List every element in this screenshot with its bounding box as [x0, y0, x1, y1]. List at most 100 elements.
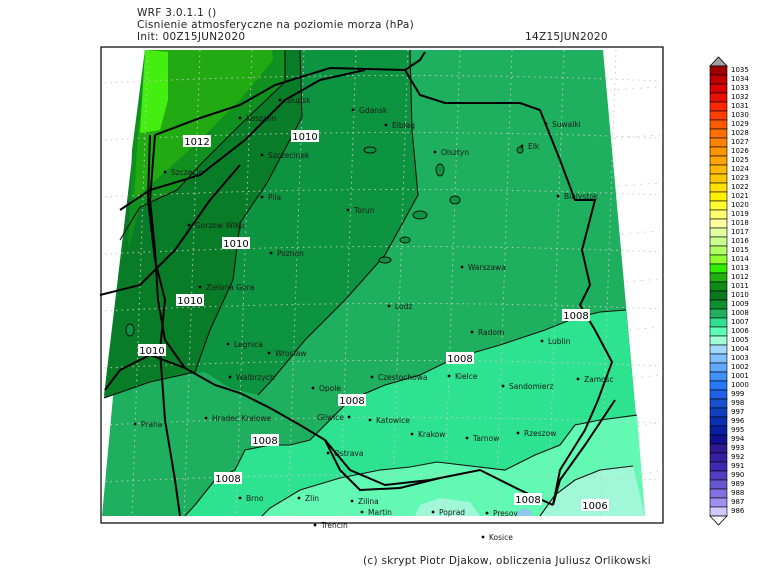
city-label: Martin [368, 508, 392, 517]
legend-label: 1022 [731, 183, 749, 191]
legend-swatch [709, 353, 728, 364]
legend-label: 1019 [731, 210, 749, 218]
city-label: Wroclaw [275, 349, 307, 358]
city-dot-icon [163, 170, 167, 174]
longitude-line [495, 49, 513, 519]
city-label: Kosice [489, 533, 513, 542]
city-label: Brno [246, 494, 264, 503]
city-elk: Elk [520, 142, 540, 151]
legend-swatch [709, 380, 728, 391]
isobar-island [412, 210, 428, 220]
country-border [146, 134, 181, 517]
legend-label: 1017 [731, 228, 749, 236]
legend-swatch [709, 164, 728, 175]
legend-label: 1008 [731, 309, 749, 317]
city-poznan: Poznan [269, 249, 304, 258]
country-border [148, 134, 554, 506]
latitude-line [104, 473, 661, 483]
city-dot-icon [410, 432, 414, 436]
legend-label: 998 [731, 399, 744, 407]
city-dot-icon [346, 208, 350, 212]
legend-label: 1009 [731, 300, 749, 308]
city-dot-icon [501, 384, 505, 388]
city-dot-icon [326, 451, 330, 455]
isobar-label-bg [562, 309, 590, 321]
legend-label: 990 [731, 471, 744, 479]
city-label: Krakow [418, 430, 445, 439]
legend-swatch [709, 398, 728, 409]
isobar-label: 1008 [251, 434, 279, 447]
city-dot-icon [516, 431, 520, 435]
city-label: Walbrzych [236, 373, 275, 382]
city-brno: Brno [238, 494, 264, 503]
legend-swatch [709, 218, 728, 229]
city-dot-icon [576, 377, 580, 381]
isobar-value: 1010 [292, 132, 317, 143]
city-slupsk: Slupsk [278, 96, 311, 105]
city-dot-icon [384, 123, 388, 127]
city-markers: Slupsk Koszalin Szczecinek Szczecin Pila Toru… [133, 96, 614, 542]
city-label: Praha [141, 420, 162, 429]
city-dot-icon [556, 194, 560, 198]
isobar-label-bg [291, 130, 319, 142]
city-krakow: Krakow [410, 430, 445, 439]
legend-label: 1028 [731, 129, 749, 137]
pressure-field-1012 [134, 50, 273, 200]
legend-label: 986 [731, 507, 745, 515]
isobar-line [257, 49, 419, 396]
legend-label: 1004 [731, 345, 749, 353]
legend-swatch [709, 371, 728, 382]
isobar-line [261, 414, 638, 517]
city-label: Poznan [277, 249, 304, 258]
city-label: Suwalki [552, 120, 581, 129]
isobar-island [516, 146, 524, 154]
city-label: Gdansk [359, 106, 388, 115]
isobar-line [539, 465, 634, 517]
isobar-label: 1012 [183, 135, 211, 148]
latitude-line [104, 74, 661, 84]
city-lodz: Lodz [387, 302, 412, 311]
legend-swatch [709, 128, 728, 139]
isobar-label: 1008 [338, 394, 366, 407]
city-dot-icon [133, 422, 137, 426]
legend-label: 994 [731, 435, 745, 443]
legend-swatch [709, 272, 728, 283]
city-gdansk: Gdansk [351, 106, 388, 115]
city-label: Szczecinek [268, 151, 310, 160]
city-label: Zamosc [584, 375, 614, 384]
longitude-line [131, 49, 149, 519]
isobar-line [103, 49, 303, 399]
longitude-line [339, 49, 357, 519]
legend-label: 1021 [731, 192, 749, 200]
city-label: Ostrava [334, 449, 363, 458]
legend-swatch [709, 335, 728, 346]
city-dot-icon [198, 285, 202, 289]
city-trencin: Trencin [313, 521, 348, 530]
grid-line [629, 326, 661, 331]
city-wroclaw: Wroclaw [267, 349, 307, 358]
city-dot-icon [238, 496, 242, 500]
legend-under-arrow-icon [709, 515, 728, 526]
legend-label: 1029 [731, 120, 749, 128]
city-zilina: Zilina [350, 497, 379, 506]
city-label: Szczecin [171, 168, 204, 177]
map-frame [100, 46, 664, 524]
legend-over-arrow-icon [709, 56, 728, 67]
city-dot-icon [481, 535, 485, 539]
pressure-field-1005 [415, 498, 480, 516]
legend-swatch [709, 200, 728, 211]
country-border [552, 399, 616, 506]
city-dot-icon [260, 153, 264, 157]
legend-label: 1026 [731, 147, 749, 155]
city-gliwice: Gliwice [317, 413, 351, 422]
legend-swatch [709, 506, 728, 517]
city-poprad: Poprad [431, 508, 465, 517]
city-legnica: Legnica [226, 340, 263, 349]
city-czestochowa: Czestochowa [370, 373, 427, 382]
isobar-value: 1008 [515, 495, 540, 506]
pressure-field-1005 [540, 466, 645, 516]
model-name: WRF 3.0.1.1 () [137, 7, 217, 19]
isobar-value: 1008 [563, 311, 588, 322]
legend-label: 993 [731, 444, 744, 452]
